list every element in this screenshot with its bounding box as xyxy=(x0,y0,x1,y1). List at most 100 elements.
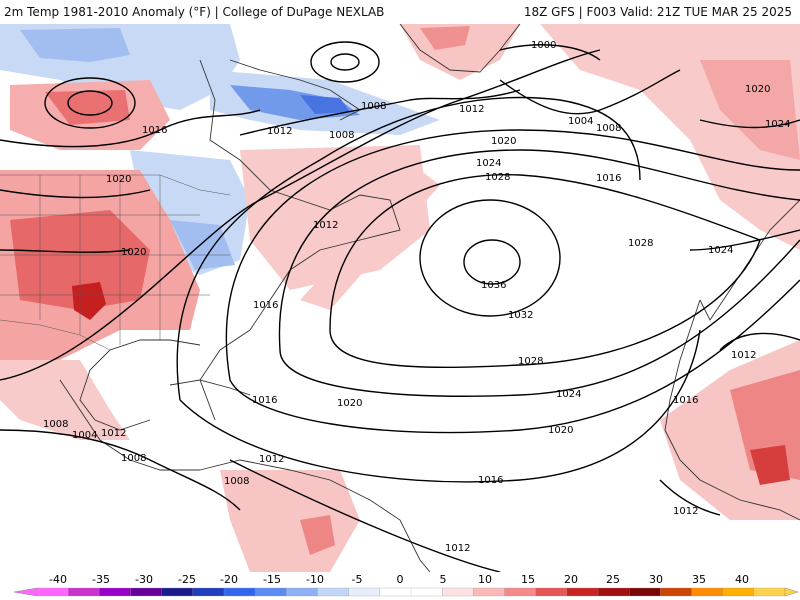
isobar-label: 1012 xyxy=(673,506,698,517)
colorbar-swatch xyxy=(68,587,100,597)
colorbar-swatch xyxy=(99,587,132,597)
colorbar-tick: 10 xyxy=(478,573,492,586)
coastline-south-america xyxy=(199,459,431,572)
coastline-central-america xyxy=(59,379,200,471)
isobar-low-north-atlantic xyxy=(330,53,360,71)
isobar-label: 1020 xyxy=(106,174,131,185)
colorbar-swatch xyxy=(223,587,256,597)
colorbar-swatch xyxy=(348,587,381,597)
colorbar-tick: 20 xyxy=(564,573,578,586)
isobar-label: 1016 xyxy=(142,125,167,136)
us-mexico-border xyxy=(0,319,111,351)
isobar-label: 1020 xyxy=(337,398,362,409)
isobar-label: 1012 xyxy=(731,350,756,361)
colorbar-swatch xyxy=(722,587,755,597)
colorbar-swatch xyxy=(410,587,443,597)
colorbar-swatch xyxy=(36,587,69,597)
warm-anomaly-europe-core xyxy=(700,60,800,160)
isobar-label: 1020 xyxy=(491,136,516,147)
isobar-label: 1020 xyxy=(121,247,146,258)
isobar-1012-africa xyxy=(659,332,800,516)
isobar-label: 1016 xyxy=(478,475,503,486)
colorbar-tick: -15 xyxy=(263,573,281,586)
colorbar-arrow-high xyxy=(784,587,799,597)
map-title: 2m Temp 1981-2010 Anomaly (°F) | College… xyxy=(4,5,385,19)
isobar-label: 1004 xyxy=(72,430,97,441)
coastline-cuba xyxy=(169,379,251,396)
cold-anomaly-great-lakes-core xyxy=(170,220,235,270)
colorbar-tick: 40 xyxy=(735,573,749,586)
isobars xyxy=(0,41,800,572)
colorbar-swatch xyxy=(660,587,693,597)
colorbar-swatch xyxy=(535,587,568,597)
colorbar-tick: 25 xyxy=(606,573,620,586)
isobar-low-north-atlantic-outer xyxy=(310,41,380,83)
isobar-label: 1020 xyxy=(548,425,573,436)
political-borders xyxy=(0,174,231,351)
isobar-label: 1008 xyxy=(121,453,146,464)
isobar-label: 1000 xyxy=(531,40,556,51)
colorbar-tick: -35 xyxy=(92,573,110,586)
isobar-label: 1024 xyxy=(708,245,733,256)
isobar-label: 1008 xyxy=(329,130,354,141)
isobar-1024-east xyxy=(689,119,800,251)
colorbar-tick: -25 xyxy=(178,573,196,586)
isobar-label: 1008 xyxy=(361,101,386,112)
isobar-label: 1024 xyxy=(476,158,501,169)
isobar-1028 xyxy=(329,173,761,368)
temperature-colorbar: -40 -35 -30 -25 -20 -15 -10 -5 0 5 10 15… xyxy=(0,572,800,600)
colorbar-tick: -5 xyxy=(352,573,363,586)
state-grid-lines xyxy=(0,175,230,345)
colorbar-swatch xyxy=(473,587,506,597)
isobar-label: 1024 xyxy=(556,389,581,400)
warm-anomaly-texas-core xyxy=(72,282,106,320)
isobar-1000 xyxy=(499,44,601,61)
isobar-low-canada-outer xyxy=(44,77,136,129)
warm-anomaly-maritimes xyxy=(240,145,430,290)
coastline-north-america-east xyxy=(199,59,401,421)
isobar-1012 xyxy=(0,49,601,572)
warm-anomaly-greenland-core xyxy=(420,26,470,50)
isobar-label: 1008 xyxy=(43,419,68,430)
warm-anomaly-atlantic-streak xyxy=(300,170,440,310)
colorbar-swatch xyxy=(629,587,661,597)
run-valid-time: 18Z GFS | F003 Valid: 21Z TUE MAR 25 202… xyxy=(523,5,792,19)
isobar-label: 1016 xyxy=(253,300,278,311)
isobar-1020 xyxy=(225,129,800,434)
isobar-1004 xyxy=(499,69,681,115)
isobar-label: 1016 xyxy=(673,395,698,406)
colorbar-tick: -10 xyxy=(306,573,324,586)
colorbar-swatch xyxy=(255,587,287,597)
isobar-label: 1016 xyxy=(596,173,621,184)
warm-anomaly-canada-core xyxy=(45,90,130,125)
colorbar-tick: 15 xyxy=(521,573,535,586)
cold-anomaly-labrador-deep xyxy=(300,95,350,114)
colorbar-swatch xyxy=(753,587,786,597)
colorbar-tick: 0 xyxy=(397,573,404,586)
colorbar-tick: 35 xyxy=(692,573,706,586)
colorbar-tick: 30 xyxy=(649,573,663,586)
warm-anomaly-south-america-core xyxy=(300,515,335,555)
colorbar-swatch xyxy=(504,587,537,597)
isobar-1016 xyxy=(176,96,701,483)
isobar-label: 1036 xyxy=(481,280,506,291)
isobar-1008 xyxy=(0,89,521,511)
header-bar: 2m Temp 1981-2010 Anomaly (°F) | College… xyxy=(0,0,800,24)
colorbar-arrow-low xyxy=(13,587,38,597)
isobar-label: 1012 xyxy=(259,454,284,465)
colorbar-swatch xyxy=(566,587,599,597)
isobar-label: 1020 xyxy=(745,84,770,95)
isobar-label: 1028 xyxy=(518,356,543,367)
colorbar-tick: -30 xyxy=(135,573,153,586)
colorbar-swatch xyxy=(161,587,194,597)
coastline-greenland xyxy=(399,24,521,73)
isobar-1020-west xyxy=(0,189,151,253)
isobar-label: 1008 xyxy=(596,123,621,134)
colorbar-tick: 5 xyxy=(440,573,447,586)
colorbar-tick-labels: -40 -35 -30 -25 -20 -15 -10 -5 0 5 10 15… xyxy=(49,573,749,586)
colorbar-swatch xyxy=(317,587,350,597)
anomaly-map: 1000 1004 1008 1016 1020 1024 1016 1020 … xyxy=(0,24,800,572)
colorbar-swatch xyxy=(286,587,319,597)
cold-anomaly-northwest-core xyxy=(20,28,130,62)
